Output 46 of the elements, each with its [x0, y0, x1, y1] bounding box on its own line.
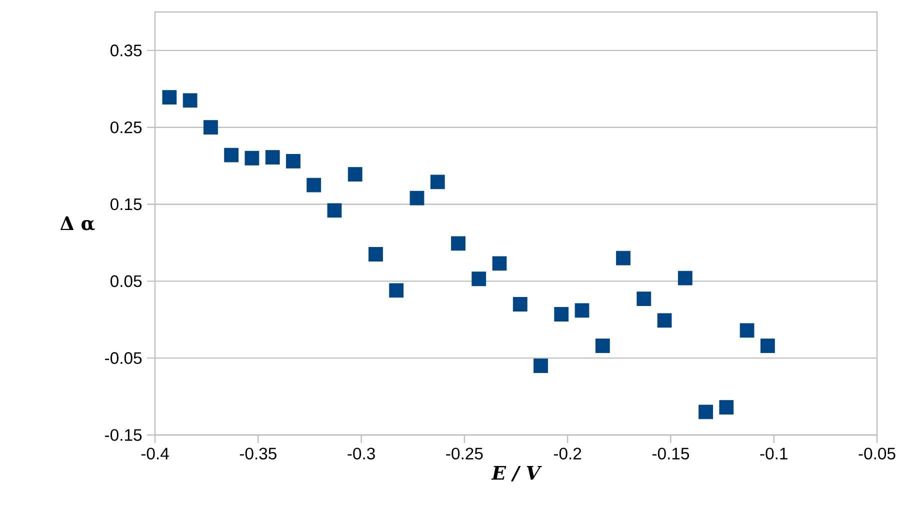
y-tick-label: -0.05 — [105, 352, 142, 364]
point — [306, 178, 322, 192]
point — [534, 358, 548, 373]
x-tick-label: -0.05 — [858, 448, 896, 460]
x-tick-label: -0.2 — [554, 448, 582, 460]
point — [327, 203, 342, 218]
point — [492, 256, 507, 271]
x-tick-label: -0.3 — [348, 448, 375, 460]
point — [224, 148, 239, 162]
point — [760, 338, 775, 353]
x-tick-label: -0.1 — [760, 448, 788, 460]
point — [554, 307, 569, 322]
point — [719, 400, 734, 415]
point — [389, 283, 404, 298]
point — [595, 338, 610, 353]
point — [472, 272, 486, 286]
point — [368, 247, 383, 262]
point — [740, 323, 754, 338]
point — [286, 154, 300, 168]
x-tick-label: -0.35 — [240, 448, 276, 460]
point — [698, 404, 713, 420]
point — [348, 167, 362, 182]
y-tick-label: 0.25 — [110, 121, 142, 134]
point — [657, 313, 672, 328]
point — [678, 270, 692, 286]
point — [244, 150, 260, 166]
point — [162, 90, 177, 105]
point — [636, 292, 652, 306]
x-tick-label: -0.4 — [141, 448, 169, 460]
point — [182, 93, 198, 108]
y-tick-label: 0.05 — [110, 275, 142, 288]
point — [512, 297, 528, 312]
point — [574, 303, 590, 318]
point — [265, 150, 280, 165]
y-axis-title: Δ α — [60, 216, 95, 230]
x-tick-label: -0.15 — [652, 448, 690, 460]
point — [430, 174, 445, 190]
x-tick-label: -0.25 — [446, 448, 483, 460]
y-tick-label: 0.15 — [110, 198, 142, 210]
point — [410, 190, 424, 206]
y-tick-label: -0.15 — [105, 429, 142, 441]
point — [451, 236, 466, 251]
point — [204, 120, 218, 135]
point — [616, 250, 630, 266]
y-tick-label: 0.35 — [110, 44, 142, 56]
x-axis-title: E / V — [491, 466, 542, 482]
